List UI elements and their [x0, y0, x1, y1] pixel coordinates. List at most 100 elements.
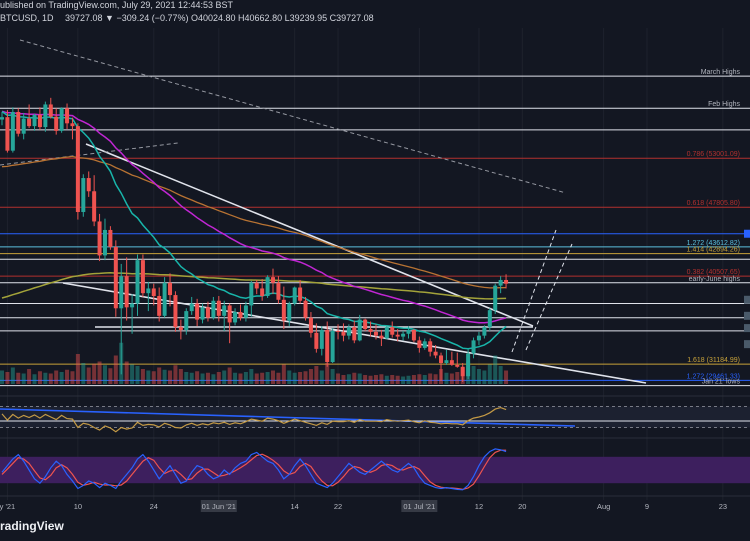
candle[interactable] — [59, 107, 64, 133]
candle[interactable] — [119, 263, 124, 375]
candle[interactable] — [319, 326, 324, 356]
channel-dashed-right[interactable] — [525, 243, 573, 351]
candle[interactable] — [173, 291, 178, 332]
candle[interactable] — [102, 218, 107, 261]
candle[interactable] — [265, 275, 270, 298]
candle[interactable] — [108, 226, 113, 250]
candle[interactable] — [54, 108, 59, 135]
candle[interactable] — [92, 175, 97, 227]
candle[interactable] — [216, 296, 221, 322]
candle[interactable] — [151, 283, 156, 306]
candle[interactable] — [417, 336, 422, 353]
candle[interactable] — [379, 329, 384, 347]
candle[interactable] — [298, 279, 303, 304]
candle[interactable] — [97, 213, 102, 262]
candle[interactable] — [395, 329, 400, 342]
candle[interactable] — [352, 320, 357, 344]
candle[interactable] — [184, 308, 189, 335]
candle[interactable] — [222, 300, 227, 331]
candle[interactable] — [308, 312, 313, 338]
candle[interactable] — [482, 325, 487, 339]
candle[interactable] — [233, 308, 238, 326]
candle[interactable] — [466, 348, 471, 380]
candle[interactable] — [471, 337, 476, 359]
candle[interactable] — [504, 274, 509, 289]
candle[interactable] — [135, 254, 140, 316]
candle[interactable] — [189, 296, 194, 315]
candle[interactable] — [314, 323, 319, 353]
candle[interactable] — [390, 321, 395, 338]
candle[interactable] — [70, 117, 75, 140]
candle[interactable] — [130, 294, 135, 334]
candle[interactable] — [75, 123, 80, 220]
candle[interactable] — [384, 325, 389, 340]
candle[interactable] — [406, 326, 411, 339]
candle[interactable] — [162, 277, 167, 318]
candle[interactable] — [428, 338, 433, 357]
candle[interactable] — [243, 301, 248, 322]
candle[interactable] — [460, 363, 465, 382]
candle[interactable] — [21, 112, 26, 140]
candle[interactable] — [363, 318, 368, 331]
trendline-descending-upper[interactable] — [85, 143, 534, 327]
candle[interactable] — [211, 296, 216, 320]
candle[interactable] — [81, 174, 86, 217]
candles[interactable] — [0, 97, 509, 382]
candle[interactable] — [325, 321, 330, 367]
candle[interactable] — [178, 319, 183, 340]
candle[interactable] — [27, 104, 32, 129]
candle[interactable] — [205, 301, 210, 322]
candle[interactable] — [281, 286, 286, 330]
candle[interactable] — [140, 254, 145, 297]
rsi-trendline[interactable] — [0, 408, 576, 427]
candle[interactable] — [195, 298, 200, 327]
candle[interactable] — [227, 303, 232, 344]
candle[interactable] — [254, 279, 259, 295]
candle[interactable] — [401, 330, 406, 341]
candle[interactable] — [373, 324, 378, 340]
candle[interactable] — [336, 324, 341, 340]
candle[interactable] — [498, 276, 503, 294]
candle[interactable] — [330, 328, 335, 364]
candle[interactable] — [10, 107, 15, 153]
candle[interactable] — [341, 323, 346, 342]
candle[interactable] — [260, 279, 265, 301]
candle[interactable] — [287, 301, 292, 327]
candle[interactable] — [276, 276, 281, 304]
trendline-dashed-long[interactable] — [19, 39, 567, 194]
candle[interactable] — [444, 349, 449, 365]
candle[interactable] — [124, 257, 129, 321]
candle[interactable] — [303, 296, 308, 321]
candle[interactable] — [433, 345, 438, 359]
candle[interactable] — [168, 273, 173, 307]
candle[interactable] — [292, 286, 297, 306]
candle[interactable] — [238, 304, 243, 321]
candle[interactable] — [476, 331, 481, 346]
candle[interactable] — [493, 283, 498, 314]
candle[interactable] — [411, 329, 416, 343]
trendline-dashed-short[interactable] — [0, 142, 179, 166]
candle[interactable] — [368, 321, 373, 337]
candle[interactable] — [487, 308, 492, 331]
candle[interactable] — [271, 268, 275, 295]
candle[interactable] — [37, 107, 42, 130]
candle[interactable] — [0, 111, 4, 126]
candle[interactable] — [249, 280, 254, 317]
candle[interactable] — [65, 103, 70, 129]
candle[interactable] — [43, 101, 48, 132]
channel-dashed-left[interactable] — [511, 229, 557, 353]
candle[interactable] — [16, 108, 21, 137]
candle[interactable] — [113, 240, 118, 317]
candle[interactable] — [449, 351, 454, 366]
candle[interactable] — [455, 352, 460, 368]
candle[interactable] — [5, 110, 10, 153]
candle[interactable] — [439, 352, 444, 381]
candle[interactable] — [357, 314, 362, 342]
candle[interactable] — [422, 338, 427, 350]
candle[interactable] — [48, 97, 53, 119]
candle[interactable] — [86, 171, 91, 197]
candle[interactable] — [346, 324, 351, 340]
candle[interactable] — [157, 287, 162, 322]
candle[interactable] — [200, 303, 205, 324]
candle[interactable] — [32, 113, 37, 131]
